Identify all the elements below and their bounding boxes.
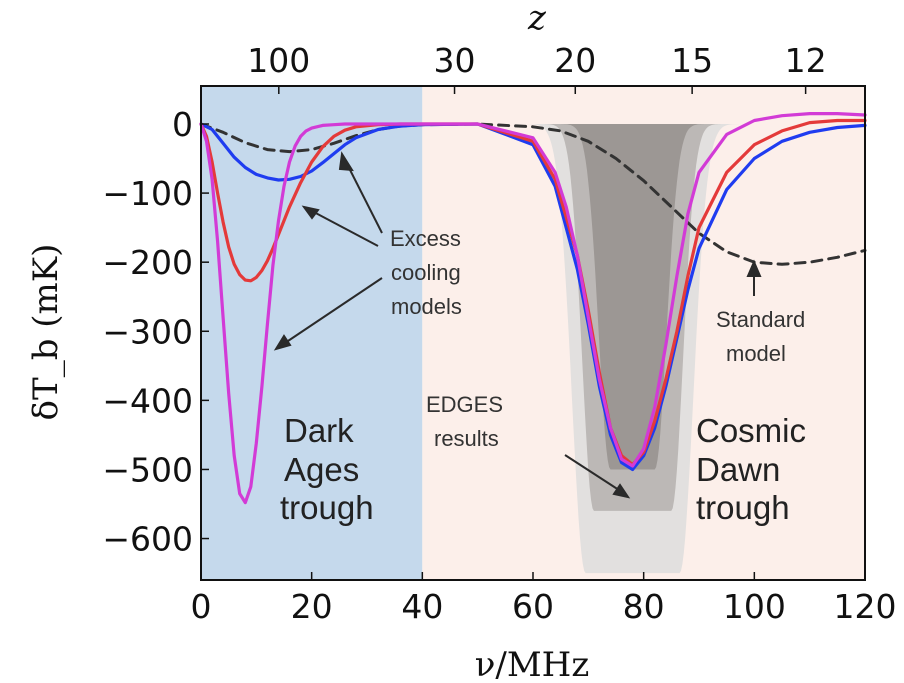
x-tick-label: 0 [191, 587, 212, 626]
arrow-to-magenta [281, 277, 383, 346]
excess-label-3: models [391, 294, 462, 319]
top-tick-label: 15 [671, 41, 713, 80]
region-0 [201, 86, 423, 580]
edges-band-2 [422, 124, 865, 470]
series-line-1 [199, 122, 867, 472]
arrow-head-magenta [273, 334, 292, 351]
edges-bands [422, 124, 865, 574]
y-tick-label: −600 [102, 520, 193, 559]
top-tick-label: 20 [554, 41, 596, 80]
cosmic-label-1: Cosmic [696, 412, 806, 449]
annotation-text: Excess cooling models Standard model EDG… [280, 226, 806, 526]
x-tick-label: 40 [401, 587, 443, 626]
x-tick-label: 100 [723, 587, 786, 626]
y-tick-label: −100 [102, 174, 193, 213]
dark-label-3: trough [280, 489, 374, 526]
x-axis-label: ν/MHz [475, 645, 590, 683]
top-tick-label: 12 [785, 41, 827, 80]
x-tick-label: 120 [834, 587, 897, 626]
cosmic-label-3: trough [696, 489, 790, 526]
arrow-head-blue [338, 151, 354, 172]
arrow-to-red [309, 209, 379, 247]
y-tick-label: −300 [102, 312, 193, 351]
arrow-head-standard [746, 259, 762, 277]
y-axis-label: δT_b (mK) [26, 244, 66, 421]
top-tick-label: 30 [434, 41, 476, 80]
y-tick-label: −500 [102, 450, 193, 489]
axes: 0 20 40 60 80 100 120 0 −100 −200 −300 −400 −500 −600… [102, 41, 896, 626]
arrow-to-edges [564, 454, 623, 493]
arrow-head-edges [612, 483, 631, 499]
edges-label-1: EDGES [426, 392, 503, 417]
standard-label-1: Standard [716, 307, 805, 332]
x-tick-label: 80 [623, 587, 665, 626]
standard-label-2: model [726, 341, 786, 366]
excess-label-1: Excess [390, 226, 461, 251]
y-tick-label: −200 [102, 243, 193, 282]
excess-label-2: cooling [391, 260, 461, 285]
arrow-head-red [301, 205, 320, 220]
arrow-to-blue [344, 159, 383, 234]
dark-label-1: Dark [284, 412, 354, 449]
top-tick-label: 100 [247, 41, 310, 80]
top-axis-label: z [527, 0, 547, 38]
x-tick-label: 60 [512, 587, 554, 626]
dark-label-2: Ages [284, 451, 359, 488]
y-tick-label: −400 [102, 381, 193, 420]
annotation-arrows [273, 151, 762, 499]
edges-label-2: results [434, 426, 499, 451]
cosmic-label-2: Dawn [696, 451, 780, 488]
x-tick-label: 20 [291, 587, 333, 626]
y-tick-label: 0 [172, 105, 193, 144]
series-line-3 [199, 112, 867, 505]
